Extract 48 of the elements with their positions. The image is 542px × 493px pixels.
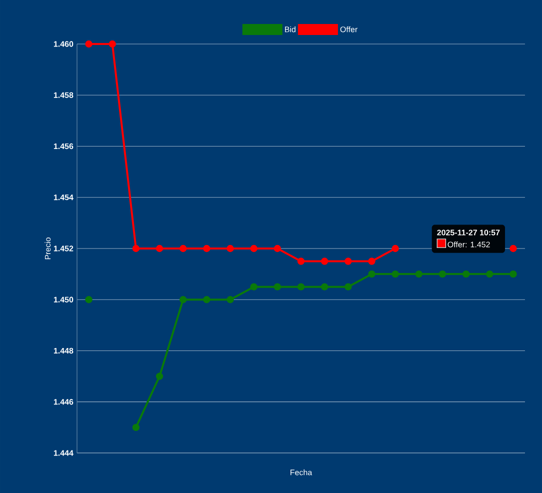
y-tick-label: 1.452 [54, 246, 74, 252]
point [156, 372, 164, 380]
point [250, 244, 258, 252]
point [250, 283, 258, 290]
y-tick-label: 1.454 [54, 194, 74, 200]
point [203, 296, 210, 304]
y-axis-title: Precio [44, 237, 51, 260]
legend-label: Bid [285, 26, 296, 32]
point [438, 270, 446, 278]
y-tick-label: 1.458 [54, 92, 74, 98]
point [274, 283, 282, 290]
point [368, 270, 376, 278]
point [368, 258, 376, 265]
point [180, 244, 187, 252]
y-tick-label: 1.444 [54, 450, 74, 456]
point [344, 283, 352, 290]
point [226, 296, 234, 304]
point [486, 270, 494, 278]
annotation: Offer: 1.452 [448, 241, 490, 248]
legend-label: Offer [340, 26, 358, 32]
x-axis-title: Fecha [290, 469, 312, 476]
y-tick-label: 1.456 [54, 143, 74, 150]
point [132, 424, 140, 432]
point [180, 296, 187, 304]
point [226, 244, 234, 252]
point [344, 258, 352, 265]
point [462, 270, 470, 278]
point [320, 258, 328, 265]
point [108, 40, 116, 48]
point [510, 270, 517, 278]
point [320, 283, 328, 290]
y-tick-label: 1.460 [54, 41, 74, 47]
point [392, 244, 399, 252]
y-tick-label: 1.446 [54, 399, 74, 405]
point [510, 244, 517, 252]
point [392, 270, 399, 278]
point [297, 258, 305, 265]
annotation: 2025-11-27 10:57 [437, 230, 500, 236]
point [156, 244, 164, 252]
point [132, 244, 140, 252]
point [274, 244, 282, 252]
point [85, 296, 92, 304]
y-tick-label: 1.448 [54, 348, 74, 354]
point [297, 283, 305, 290]
point [85, 40, 92, 48]
point [203, 244, 210, 252]
y-tick-label: 1.450 [54, 296, 74, 302]
point [415, 270, 422, 278]
